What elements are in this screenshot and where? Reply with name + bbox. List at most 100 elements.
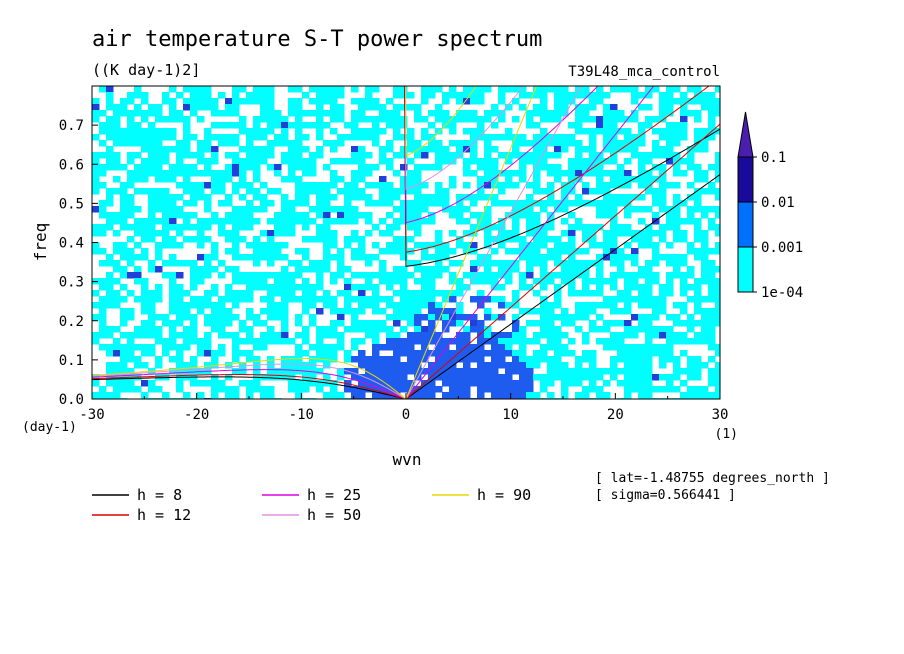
power-cell [442, 326, 450, 333]
power-cell [267, 260, 275, 267]
power-cell [379, 182, 387, 189]
power-cell [659, 290, 667, 297]
power-cell [624, 86, 632, 93]
power-cell [526, 248, 534, 255]
power-cell [253, 98, 261, 105]
power-cell [659, 200, 667, 207]
power-cell [561, 170, 569, 177]
power-cell [281, 362, 289, 369]
y-axis-label: freq [31, 223, 50, 262]
power-cell [267, 230, 275, 237]
power-cell [113, 302, 121, 309]
power-cell [701, 326, 709, 333]
power-cell [155, 110, 163, 117]
power-cell [512, 356, 520, 363]
power-cell [162, 314, 170, 321]
power-cell [260, 92, 268, 99]
power-cell [246, 296, 254, 303]
power-cell [631, 110, 639, 117]
power-cell [491, 374, 499, 381]
power-cell [281, 374, 289, 381]
power-cell [575, 302, 583, 309]
power-cell [519, 356, 527, 363]
power-cell [92, 104, 100, 111]
power-cell [197, 92, 205, 99]
power-cell [435, 350, 443, 357]
power-cell [554, 236, 562, 243]
power-cell [442, 290, 450, 297]
power-cell [491, 224, 499, 231]
power-cell [547, 140, 555, 147]
power-cell [645, 392, 653, 399]
power-cell [400, 236, 408, 243]
power-cell [260, 128, 268, 135]
power-cell [127, 152, 135, 159]
power-cell [505, 350, 513, 357]
power-cell [610, 206, 618, 213]
power-cell [589, 356, 597, 363]
power-cell [526, 92, 534, 99]
power-cell [568, 350, 576, 357]
power-cell [512, 338, 520, 345]
power-cell [624, 380, 632, 387]
power-cell [659, 134, 667, 141]
power-cell [141, 128, 149, 135]
power-cell [652, 296, 660, 303]
power-cell [400, 122, 408, 129]
power-cell [694, 254, 702, 261]
power-cell [519, 380, 527, 387]
power-cell [540, 254, 548, 261]
power-cell [99, 308, 107, 315]
power-cell [183, 290, 191, 297]
power-cell [337, 212, 345, 219]
power-cell [267, 236, 275, 243]
power-cell [421, 290, 429, 297]
power-cell [309, 344, 317, 351]
power-cell [484, 164, 492, 171]
power-cell [554, 350, 562, 357]
power-cell [680, 302, 688, 309]
power-cell [554, 134, 562, 141]
power-cell [463, 218, 471, 225]
power-cell [575, 266, 583, 273]
power-cell [358, 290, 366, 297]
power-cell [414, 224, 422, 231]
power-cell [428, 392, 436, 399]
power-cell [190, 86, 198, 93]
power-cell [701, 314, 709, 321]
power-cell [211, 170, 219, 177]
power-cell [575, 170, 583, 177]
dispersion-curves [92, 86, 720, 399]
power-cell [582, 116, 590, 123]
power-cell [274, 290, 282, 297]
power-cell [477, 272, 485, 279]
power-cell [190, 194, 198, 201]
power-cell [477, 392, 485, 399]
power-cell [435, 386, 443, 393]
power-cell [239, 320, 247, 327]
power-cell [365, 128, 373, 135]
power-cell [267, 284, 275, 291]
power-cell [491, 338, 499, 345]
power-cell [106, 332, 114, 339]
power-cell [568, 236, 576, 243]
power-cell [141, 116, 149, 123]
power-cell [316, 266, 324, 273]
power-cell [386, 110, 394, 117]
power-cell [561, 386, 569, 393]
power-cell [638, 374, 646, 381]
power-cell [330, 278, 338, 285]
power-cell [379, 296, 387, 303]
power-cell [400, 104, 408, 111]
power-cell [127, 386, 135, 393]
power-cell [589, 260, 597, 267]
power-cell [176, 116, 184, 123]
power-cell [680, 236, 688, 243]
power-cell [561, 92, 569, 99]
power-cell [211, 188, 219, 195]
power-cell [379, 368, 387, 375]
power-cell [540, 206, 548, 213]
power-cell [351, 284, 359, 291]
power-cell [456, 350, 464, 357]
power-cell [519, 326, 527, 333]
